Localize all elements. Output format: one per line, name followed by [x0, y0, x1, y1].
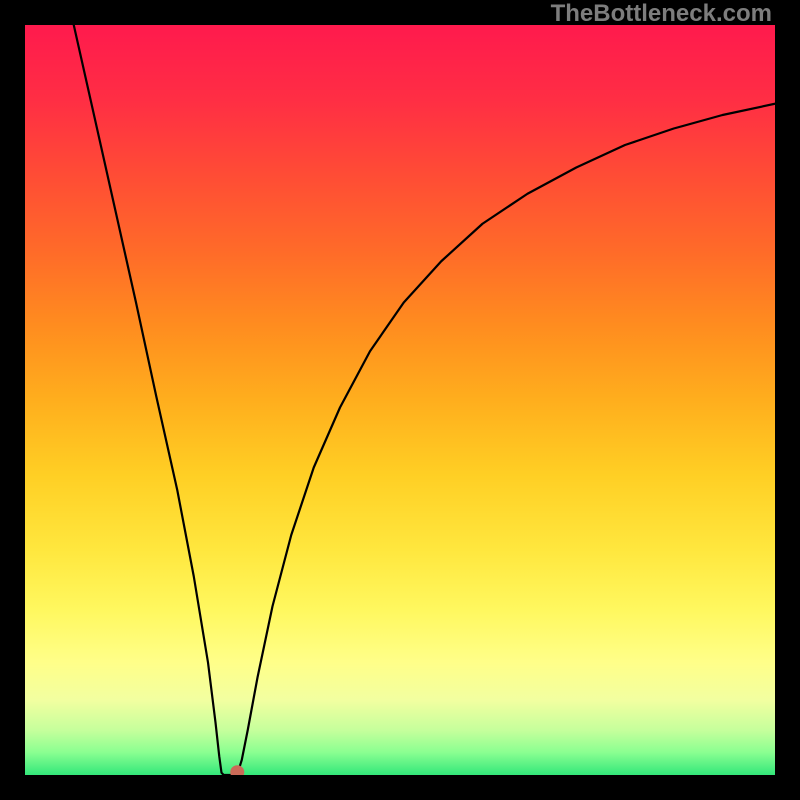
frame-bottom: [0, 775, 800, 800]
gradient-background: [25, 25, 775, 775]
frame-left: [0, 0, 25, 800]
bottleneck-chart: [25, 25, 775, 775]
frame-right: [775, 0, 800, 800]
watermark-text: TheBottleneck.com: [551, 0, 772, 28]
